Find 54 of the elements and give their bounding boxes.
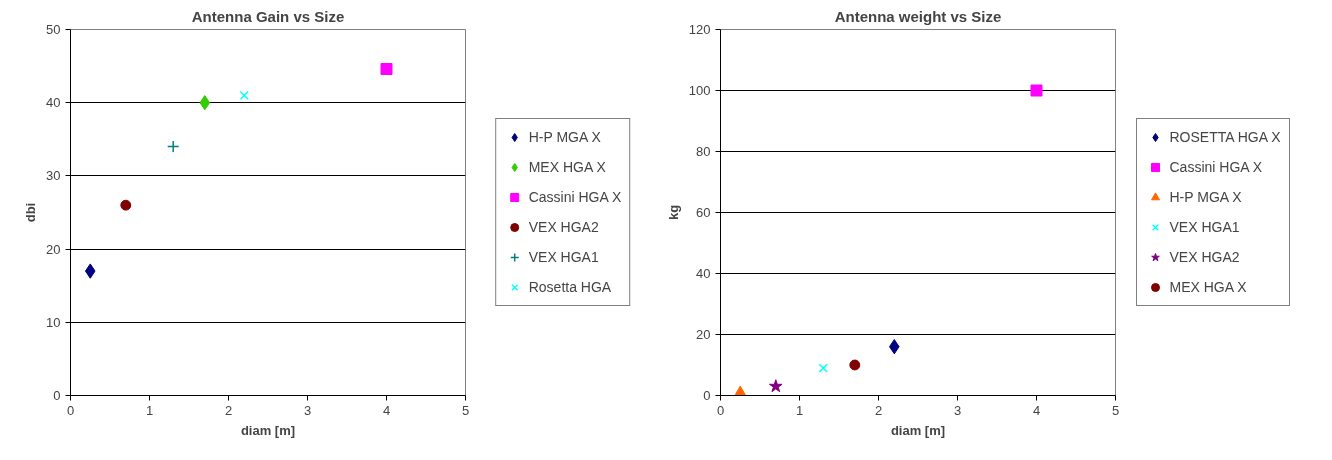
y-tick-label: 40 xyxy=(696,266,711,281)
x-tick-label: 4 xyxy=(1032,402,1041,418)
x-tick-label: 5 xyxy=(1111,402,1120,418)
point xyxy=(380,63,393,76)
y-tick-label: 60 xyxy=(696,205,711,220)
x-axis-title: diam [m] xyxy=(240,422,296,438)
legend-label: Cassini HGA X xyxy=(1169,159,1263,175)
y-tick-label: 0 xyxy=(703,388,711,403)
y-axis-title: dbi xyxy=(23,202,39,223)
x-tick-label: 0 xyxy=(716,402,725,418)
legend-label: VEX HGA1 xyxy=(528,249,599,265)
point xyxy=(239,90,249,101)
x-tick-label: 2 xyxy=(874,402,883,418)
legend-label: H-P MGA X xyxy=(528,129,601,145)
y-tick-label: 0 xyxy=(53,388,61,403)
legend-label: VEX HGA2 xyxy=(528,219,599,235)
y-tick-label: 100 xyxy=(688,83,711,98)
point xyxy=(769,379,783,393)
legend-label: Rosetta HGA xyxy=(528,279,612,295)
y-tick-label: 10 xyxy=(46,314,61,330)
chart-title: Antenna Gain vs Size xyxy=(191,7,345,25)
x-tick-label: 0 xyxy=(66,402,75,418)
y-tick-label: 80 xyxy=(696,144,711,159)
y-tick-label: 120 xyxy=(688,22,711,37)
point xyxy=(84,263,96,279)
x-tick-label: 5 xyxy=(461,402,470,418)
y-tick-label: 30 xyxy=(46,168,61,184)
point xyxy=(734,385,747,396)
point xyxy=(199,95,211,111)
point xyxy=(818,363,828,373)
point xyxy=(166,140,180,153)
legend-label: MEX HGA X xyxy=(528,159,606,175)
legend-label: MEX HGA X xyxy=(1169,279,1247,295)
x-axis-title: diam [m] xyxy=(890,422,946,438)
legend-label: VEX HGA1 xyxy=(1169,219,1240,235)
x-tick-label: 2 xyxy=(224,402,233,418)
x-tick-label: 3 xyxy=(953,402,962,418)
x-tick-label: 4 xyxy=(382,402,391,418)
x-tick-label: 1 xyxy=(795,402,804,418)
y-tick-label: 20 xyxy=(696,327,711,342)
legend-label: ROSETTA HGA X xyxy=(1169,129,1281,145)
legend-label: Cassini HGA X xyxy=(528,189,622,205)
y-tick-label: 40 xyxy=(46,95,61,111)
y-tick-label: 50 xyxy=(46,22,61,37)
chart-title: Antenna weight vs Size xyxy=(834,7,1002,25)
legend-label: H-P MGA X xyxy=(1169,189,1242,205)
y-tick-label: 20 xyxy=(46,241,61,257)
x-tick-label: 1 xyxy=(145,402,154,418)
legend-label: VEX HGA2 xyxy=(1169,249,1240,265)
x-tick-label: 3 xyxy=(303,402,312,418)
y-axis-title: kg xyxy=(665,204,681,221)
point xyxy=(849,359,861,371)
point xyxy=(120,199,132,211)
point xyxy=(1030,84,1043,97)
